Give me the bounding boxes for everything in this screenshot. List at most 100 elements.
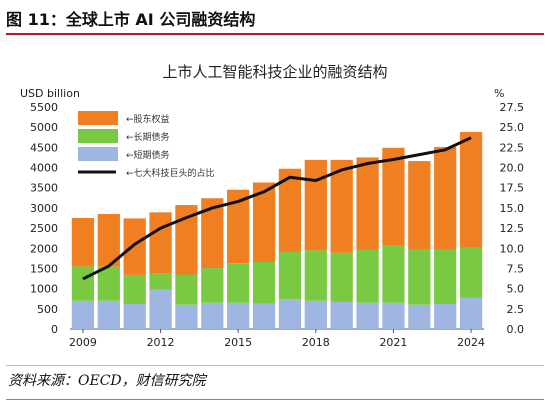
bottom-rule <box>6 399 544 400</box>
bar-segment <box>382 245 405 303</box>
bar-segment <box>278 168 302 252</box>
legend-label: ←短期债务 <box>126 149 170 161</box>
y-right-tick-label: 10.0 <box>500 242 525 255</box>
y-right-tick-label: 22.5 <box>500 141 525 154</box>
y-right-tick-label: 20.0 <box>500 162 525 175</box>
bar-segment <box>330 159 353 253</box>
y-left-tick-label: 2500 <box>30 222 58 235</box>
bar-segment <box>330 252 353 302</box>
chart-title: 上市人工智能科技企业的融资结构 <box>162 63 387 81</box>
bar-segment <box>434 249 457 304</box>
bar-segment <box>227 302 250 329</box>
y-left-tick-label: 3000 <box>30 202 58 215</box>
bar-segment <box>408 304 431 329</box>
bar-segment <box>252 303 276 329</box>
x-tick-label: 2018 <box>302 336 330 349</box>
y-right-tick-label: 5.0 <box>507 283 525 296</box>
legend-label: ←长期债务 <box>126 131 170 143</box>
y-left-tick-label: 2000 <box>30 242 58 255</box>
y-left-tick-label: 5000 <box>30 121 58 134</box>
x-tick-label: 2012 <box>147 336 175 349</box>
bar-segment <box>459 132 483 248</box>
bar-segment <box>278 299 302 329</box>
bar-segment <box>382 302 405 329</box>
y-left-ticks: 0 500 1000 1500 2000 2500 3000 3500 4000 4500 5000… <box>30 101 58 336</box>
y-right-ticks: 0.0 2.5 5.0 7.5 10.0 12.5 15.0 17.5 20.0 22.5 25.0… <box>500 101 525 336</box>
bar-segment <box>123 274 146 304</box>
x-tick-label: 2024 <box>457 336 485 349</box>
bar-segment <box>149 289 172 329</box>
bar-segment <box>201 268 224 303</box>
y-right-tick-label: 27.5 <box>500 101 525 114</box>
y-left-tick-label: 1000 <box>30 283 58 296</box>
y-left-tick-label: 1500 <box>30 262 58 275</box>
bar-segment <box>434 146 457 250</box>
bar-segment <box>304 250 327 301</box>
y-left-tick-label: 0 <box>51 323 58 336</box>
x-tick-label: 2009 <box>69 336 97 349</box>
bar-segment <box>71 218 95 267</box>
bar-segment <box>71 266 95 301</box>
y-right-tick-label: 7.5 <box>507 262 525 275</box>
bar-segment <box>330 301 353 329</box>
y-left-tick-label: 4000 <box>30 162 58 175</box>
chart-panel: 上市人工智能科技企业的融资结构 USD billion % 0 500 1000 15… <box>6 38 544 366</box>
legend-label: ←股东权益 <box>126 113 170 125</box>
bar-segment <box>201 302 224 329</box>
bar-segment <box>356 157 379 250</box>
y-right-tick-label: 12.5 <box>500 222 525 235</box>
bar-segment <box>201 198 224 269</box>
bar-segment <box>97 300 120 329</box>
y-right-tick-label: 2.5 <box>507 303 525 316</box>
bar-segment <box>252 262 276 304</box>
legend-swatch <box>78 147 118 161</box>
y-right-tick-label: 25.0 <box>500 121 525 134</box>
bar-segment <box>382 147 405 246</box>
y-right-axis-label: % <box>494 87 504 100</box>
legend-label: ←七大科技巨头的占比 <box>126 167 215 179</box>
bar-segment <box>123 303 146 329</box>
bar-segment <box>123 218 146 275</box>
bar-segment <box>71 300 95 329</box>
x-ticks: 2009 2012 2015 2018 2021 2024 <box>69 329 485 349</box>
source-note: 资料来源：OECD，财信研究院 <box>8 373 206 389</box>
x-tick-label: 2015 <box>224 336 252 349</box>
bar-segment <box>175 304 198 329</box>
legend: ←股东权益 ←长期债务 ←短期债务 ←七大科技巨头的占比 <box>78 111 215 179</box>
bar-segment <box>227 189 250 264</box>
share-line <box>82 136 472 281</box>
bar-segment <box>356 302 379 329</box>
y-left-axis-label: USD billion <box>20 87 80 100</box>
legend-swatch <box>78 129 118 143</box>
y-right-tick-label: 17.5 <box>500 182 525 195</box>
figure-title: 图 11：全球上市 AI 公司融资结构 <box>6 10 256 29</box>
bar-segment <box>459 247 483 298</box>
bar-segment <box>356 249 379 303</box>
bar-segment <box>459 297 483 329</box>
bar-segment <box>227 263 250 303</box>
bar-segment <box>175 205 198 275</box>
bar-segment <box>408 161 431 250</box>
chart: 上市人工智能科技企业的融资结构 USD billion % 0 500 1000 15… <box>20 63 525 349</box>
bar-segment <box>408 249 431 305</box>
y-left-tick-label: 500 <box>37 303 58 316</box>
y-right-tick-label: 0.0 <box>507 323 525 336</box>
share-line-path <box>82 136 472 281</box>
bar-segment <box>278 251 302 300</box>
legend-swatch <box>78 111 118 125</box>
bar-segment <box>434 303 457 329</box>
bar-segment <box>149 212 172 274</box>
bar-segment <box>304 300 327 329</box>
bars <box>71 132 483 329</box>
title-rule <box>6 33 544 35</box>
y-left-tick-label: 3500 <box>30 182 58 195</box>
x-tick-label: 2021 <box>379 336 407 349</box>
y-left-tick-label: 4500 <box>30 141 58 154</box>
bar-segment <box>97 213 120 267</box>
bar-segment <box>304 159 327 251</box>
bar-segment <box>149 273 172 290</box>
y-right-tick-label: 15.0 <box>500 202 525 215</box>
bar-segment <box>97 266 120 301</box>
y-left-tick-label: 5500 <box>30 101 58 114</box>
bar-segment <box>175 274 198 305</box>
